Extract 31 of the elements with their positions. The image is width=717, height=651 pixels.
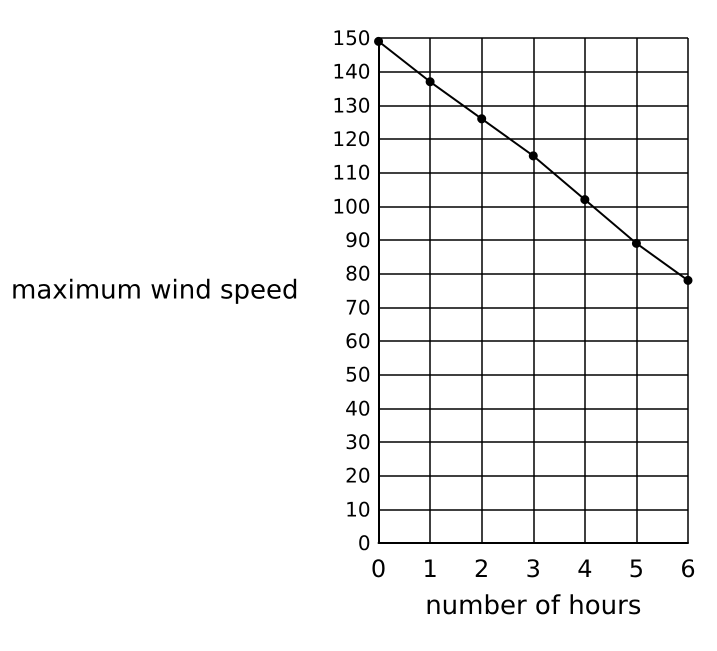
y-tick-label: 30 [345, 430, 371, 454]
y-tick-label: 40 [345, 396, 371, 420]
y-tick-label: 110 [332, 160, 371, 185]
y-tick-label: 100 [332, 194, 371, 218]
y-tick-label: 90 [345, 228, 371, 252]
y-tick-label: 140 [332, 60, 371, 84]
x-tick-label: 2 [474, 555, 490, 583]
y-tick-label: 60 [345, 329, 371, 353]
x-tick-label: 3 [526, 555, 541, 583]
point [374, 36, 384, 46]
y-tick-label: 150 [332, 26, 371, 50]
point [477, 114, 486, 124]
y-tick-label: 80 [345, 262, 371, 286]
y-axis-title: maximum wind speed [10, 276, 299, 306]
y-tick-label: 10 [345, 497, 371, 522]
y-tick-label: 20 [345, 464, 371, 488]
point [580, 195, 590, 204]
point [528, 151, 538, 160]
point [426, 77, 435, 86]
y-tick-label: 0 [358, 531, 371, 555]
y-tick-label: 50 [345, 362, 371, 387]
point [632, 238, 641, 248]
y-tick-label: 70 [345, 295, 371, 320]
x-tick-label: 6 [680, 555, 696, 583]
x-tick-label: 1 [422, 555, 438, 583]
x-tick-label: 5 [628, 555, 644, 583]
x-axis-title: number of hours [425, 591, 642, 621]
x-tick-label: 4 [577, 555, 592, 583]
y-tick-label: 120 [332, 127, 371, 151]
y-tick-label: 130 [332, 93, 371, 118]
point [684, 276, 692, 285]
